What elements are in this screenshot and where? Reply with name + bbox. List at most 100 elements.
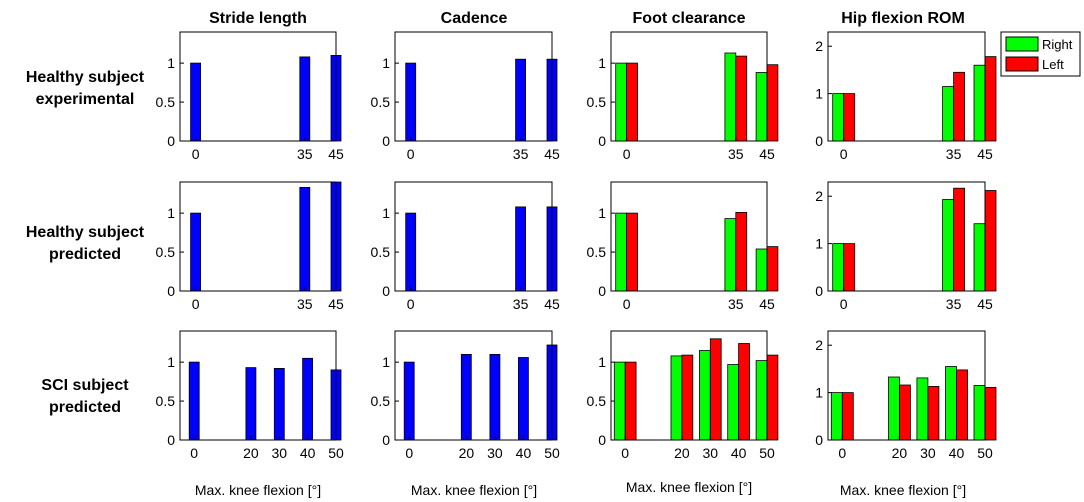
panel-r3-foot-clearance-bar-left-50 [766,354,779,441]
panel-r2-foot-clearance-bar-left-35 [735,211,748,292]
panel-r2-stride-length-bar-single-35 [299,186,311,292]
panel-r2-foot-clearance-ytick-label-0: 0 [598,283,606,299]
panel-r2-hip-flexion-rom-xtick-label-35: 35 [946,296,962,312]
legend: Right Left [1000,31,1081,77]
panel-r2-hip-flexion-rom-ytick-label-1: 1 [815,236,823,252]
panel-r1-foot-clearance-frame [610,31,768,142]
panel-r3-hip-flexion-rom-bar-right-50 [973,385,986,441]
panel-r3-cadence-ytick-label-0-5: 0.5 [371,393,391,409]
panel-r1-hip-flexion-rom-bar-right-0 [832,93,845,142]
panel-r2-cadence-ytick-label-1: 1 [382,205,390,221]
panel-r3-foot-clearance-bar-right-30 [699,350,711,441]
panel-r1-hip-flexion-rom-bar-right-45 [973,64,986,142]
panel-r2-stride-length-frame [179,181,337,292]
panel-r1-stride-length-ytick-label-0: 0 [167,133,175,149]
panel-r2-stride-length-xtick-label-35: 35 [297,296,313,312]
panel-r2-foot-clearance-ytick-label-0-5: 0.5 [587,244,607,260]
panel-r1-foot-clearance-xtick-label-35: 35 [728,146,744,162]
panel-r1-foot-clearance-xtick-label-45: 45 [759,146,775,162]
panel-r1-stride-length-frame [179,31,337,142]
panel-r2-foot-clearance-bar-right-0 [615,212,628,292]
panel-r3-hip-flexion-rom-xtick-label-30: 30 [920,445,936,461]
panel-r1-foot-clearance-ytick-label-0-5: 0.5 [587,94,607,110]
panel-r3-cadence-bar-single-0 [403,361,415,441]
panel-r3-foot-clearance-bar-right-40 [727,364,740,441]
panel-r2-hip-flexion-rom-xtick-label-0: 0 [840,296,848,312]
panel-r3-hip-flexion-rom-ytick-label-1: 1 [815,385,823,401]
panel-r3-stride-length-xtick-label-40: 40 [300,445,316,461]
panel-r2-hip-flexion-rom-bar-left-0 [843,243,856,292]
row-label-healthy-predicted-line2: predicted [49,246,121,263]
panel-r2-foot-clearance-bar-left-45 [766,246,779,292]
panel-r1-hip-flexion-rom-ytick-label-2: 2 [815,38,823,54]
panel-r2-hip-flexion-rom-bar-right-0 [832,243,845,292]
column-title-foot-clearance: Foot clearance [633,10,746,27]
panel-r1-cadence-frame [394,31,553,142]
panel-r3-foot-clearance-xtick-label-30: 30 [702,445,718,461]
panel-r1-cadence-bar-single-35 [515,58,526,142]
panel-r2-stride-length-ytick-label-1: 1 [167,205,175,221]
panel-r3-hip-flexion-rom-ytick-label-2: 2 [815,337,823,353]
x-axis-label-hip-flexion-rom: Max. knee flexion [°] [840,482,966,498]
panel-r3-stride-length-xtick-label-50: 50 [328,445,344,461]
panel-r3-foot-clearance-bar-left-0 [624,361,637,441]
panel-r3-foot-clearance-bar-right-50 [755,360,768,441]
panel-r1-hip-flexion-rom-frame [827,31,986,142]
panel-r3-hip-flexion-rom-bar-right-0 [830,392,843,441]
panel-r1-stride-length-bar-single-0 [190,62,202,142]
panel-r3-cadence: 00.510 20 30 40 50 [371,330,560,461]
panel-r3-stride-length-xtick-label-0: 0 [190,445,198,461]
panel-r1-hip-flexion-rom-xtick-label-35: 35 [946,146,962,162]
panel-r1-cadence-xtick-label-0: 0 [407,146,415,162]
legend-swatch-right [1005,36,1039,52]
panel-r2-foot-clearance-xtick-label-35: 35 [728,296,744,312]
panel-r2-hip-flexion-rom-ytick-label-0: 0 [815,283,823,299]
panel-r2-stride-length: 0 0.5 1 0 35 45 [156,181,344,312]
panel-r1-cadence-bar-single-0 [405,62,417,142]
panel-r3-foot-clearance-frame [610,330,768,441]
panel-r2-cadence-xtick-label-35: 35 [513,296,529,312]
panel-r3-hip-flexion-rom-bar-right-20 [888,376,900,441]
row-labels: Healthy subject experimental Healthy sub… [26,69,145,416]
panel-r1-cadence-ytick-label-0-5: 0.5 [371,94,391,110]
panel-r1-stride-length: 0 0.5 1 0 35 45 [156,31,344,162]
panel-r2-hip-flexion-rom-bar-right-45 [973,223,986,292]
panel-r1-cadence: 0 0.5 1 0 35 45 [371,31,560,162]
x-axis-labels: Max. knee flexion [°] Max. knee flexion … [195,479,966,498]
panel-r3-stride-length-xtick-label-20: 20 [243,445,259,461]
panel-r3-hip-flexion-rom-xtick-label-50: 50 [977,445,993,461]
panel-r3-cadence-bar-single-30 [489,353,501,441]
panel-r1-hip-flexion-rom-bar-left-35 [953,71,965,142]
panel-r2-hip-flexion-rom-xtick-label-45: 45 [977,296,993,312]
panel-r3-stride-length-bar-single-20 [245,367,257,441]
panel-r3-cadence-xtick-label-50: 50 [544,445,560,461]
legend-label-left: Left [1042,57,1064,72]
panel-r3-hip-flexion-rom-bar-left-30 [927,385,940,441]
panel-r2-cadence-bar-single-35 [515,206,526,292]
panel-r3-hip-flexion-rom-bar-right-30 [916,377,929,441]
panel-r3-cadence-ytick-label-1: 1 [382,354,390,370]
panel-r3-stride-length-bar-single-0 [188,361,200,441]
panel-r2-foot-clearance: 0 0.5 1 0 35 45 [587,181,779,312]
panel-r3-foot-clearance-bar-right-20 [670,355,683,441]
panel-r3-stride-length-frame [179,330,337,441]
panel-r3-foot-clearance-ytick-label-0-5: 0.5 [587,393,607,409]
panel-r3-stride-length-ytick-label-0-5: 0.5 [156,393,176,409]
panel-r3-foot-clearance-xtick-label-50: 50 [759,445,775,461]
row-label-sci-predicted-line2: predicted [49,399,121,416]
panel-r3-cadence-ytick-label-0: 0 [382,432,390,448]
panel-r3-cadence-bar-single-40 [518,357,529,441]
row-label-healthy-experimental-line1: Healthy subject [26,69,145,86]
panel-r1-stride-length-bar-single-35 [299,56,311,142]
panel-r2-foot-clearance-bar-right-45 [755,248,768,292]
panel-r2-stride-length-background [180,182,336,291]
panel-r3-hip-flexion-rom-xtick-label-40: 40 [949,445,965,461]
panel-r3-hip-flexion-rom-bar-left-20 [899,384,911,441]
panel-r1-hip-flexion-rom-bar-left-45 [984,56,997,142]
panel-r3-foot-clearance-xtick-label-40: 40 [731,445,747,461]
panel-r3-foot-clearance-ytick-label-0: 0 [598,432,606,448]
panel-r1-hip-flexion-rom-ytick-label-0: 0 [815,133,823,149]
panel-r2-cadence: 0 0.5 1 0 35 45 [371,181,560,312]
legend-swatch-left [1005,56,1039,72]
